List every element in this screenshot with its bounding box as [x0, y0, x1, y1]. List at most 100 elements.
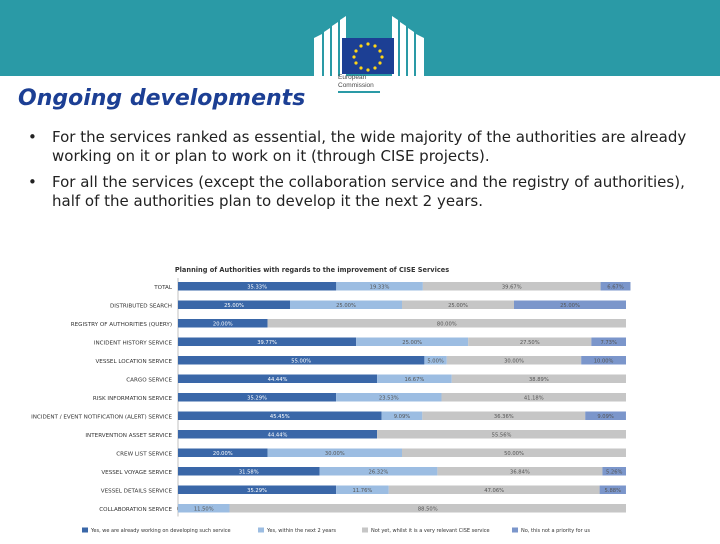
data-label: 36.36%: [494, 414, 514, 420]
data-label: 38.89%: [529, 377, 549, 383]
bar-segment: [356, 337, 469, 346]
bar-segment: [178, 504, 230, 513]
data-label: 25.00%: [224, 303, 244, 309]
category-label: DISTRIBUTED SEARCH: [110, 304, 172, 310]
data-label: 25.00%: [336, 303, 356, 309]
category-label: COLLABORATION SERVICE: [99, 507, 172, 513]
bar-segment: [178, 393, 337, 402]
bullet-text: For all the services (except the collabo…: [52, 173, 685, 210]
bullet-list: • For the services ranked as essential, …: [28, 128, 708, 218]
data-label: 5.26%: [606, 470, 623, 476]
logo-line1: European: [338, 74, 367, 81]
data-label: 39.67%: [502, 285, 522, 291]
data-label: 11.76%: [353, 488, 373, 494]
bar-segment: [402, 300, 514, 309]
data-label: 36.84%: [510, 470, 530, 476]
data-label: 19.33%: [370, 285, 390, 291]
data-label: 55.00%: [291, 359, 311, 365]
bar-segment: [585, 411, 626, 420]
data-label: 20.00%: [213, 451, 233, 457]
data-label: 16.67%: [405, 377, 425, 383]
bar-segment: [336, 485, 389, 494]
data-label: 47.06%: [484, 488, 504, 494]
data-label: 10.00%: [594, 359, 614, 365]
bar-segment: [290, 300, 402, 309]
legend-swatch: [512, 527, 518, 533]
bar-segment: [468, 337, 592, 346]
data-label: 30.00%: [325, 451, 345, 457]
bar-segment: [446, 356, 582, 365]
bar-segment: [591, 337, 626, 346]
data-label: 50.00%: [504, 451, 524, 457]
legend-label: No, this not a priority for us: [521, 528, 590, 534]
bar-segment: [377, 430, 626, 439]
data-label: 35.33%: [247, 285, 267, 291]
category-label: RISK INFORMATION SERVICE: [93, 396, 173, 402]
bar-segment: [381, 411, 423, 420]
bullet-dot: •: [28, 173, 37, 191]
data-label: 30.00%: [504, 359, 524, 365]
stacked-bar-chart: Planning of Authorities with regards to …: [30, 260, 710, 540]
bar-segment: [178, 430, 378, 439]
category-label: INTERVENTION ASSET SERVICE: [85, 433, 172, 439]
category-label: TOTAL: [153, 285, 173, 291]
data-label: 31.58%: [239, 470, 259, 476]
category-label: VESSEL DETAILS SERVICE: [101, 489, 173, 495]
bullet-item: • For the services ranked as essential, …: [28, 128, 708, 166]
data-label: 27.50%: [520, 340, 540, 346]
bar-segment: [600, 282, 631, 291]
bar-segment: [178, 374, 378, 383]
data-label: 23.53%: [379, 396, 399, 402]
bar-segment: [581, 356, 626, 365]
bar-segment: [267, 319, 626, 328]
commission-building-icon: [314, 16, 424, 76]
category-label: REGISTRY OF AUTHORITIES (QUERY): [71, 322, 172, 328]
bar-segment: [229, 504, 626, 513]
legend-label: Yes, within the next 2 years: [266, 528, 336, 534]
bar-segment: [319, 467, 438, 476]
bar-segment: [178, 448, 268, 457]
category-label: INCIDENT HISTORY SERVICE: [94, 341, 173, 347]
data-label: 45.45%: [270, 414, 290, 420]
data-label: 5.88%: [605, 488, 622, 494]
bar-segment: [178, 467, 320, 476]
data-label: 26.32%: [369, 470, 389, 476]
european-commission-logo: [306, 14, 430, 76]
bar-segment: [402, 448, 626, 457]
chart-svg: Planning of Authorities with regards to …: [31, 266, 631, 534]
bar-segment: [178, 485, 337, 494]
bar-segment: [336, 393, 442, 402]
chart-title: Planning of Authorities with regards to …: [175, 266, 449, 274]
legend-label: Not yet, whilst it is a very relevant CI…: [371, 528, 490, 534]
data-label: 6.67%: [607, 285, 624, 291]
data-label: 44.44%: [268, 377, 288, 383]
bar-segment: [422, 411, 586, 420]
bullet-dot: •: [28, 128, 37, 146]
data-label: 80.00%: [437, 322, 457, 328]
bar-segment: [178, 282, 337, 291]
data-label: 9.09%: [597, 414, 614, 420]
category-label: CREW LIST SERVICE: [116, 452, 172, 458]
logo-line2: Commission: [338, 82, 374, 89]
bullet-text: For the services ranked as essential, th…: [52, 128, 687, 165]
bar-segment: [267, 448, 402, 457]
bar-segment: [178, 356, 425, 365]
data-label: 55.56%: [492, 433, 512, 439]
data-label: 11.50%: [194, 507, 214, 513]
data-label: 88.50%: [418, 507, 438, 513]
data-label: 9.09%: [394, 414, 411, 420]
data-label: 25.00%: [402, 340, 422, 346]
category-label: VESSEL VOYAGE SERVICE: [101, 470, 172, 476]
bar-segment: [599, 485, 626, 494]
legend-label: Yes, we are already working on developin…: [90, 528, 231, 534]
legend-swatch: [258, 527, 264, 533]
slide-title: Ongoing developments: [18, 86, 306, 111]
data-label: 7.73%: [600, 340, 617, 346]
logo-caption: European Commission: [338, 74, 398, 90]
data-label: 41.18%: [524, 396, 544, 402]
bar-segment: [602, 467, 626, 476]
bar-segment: [437, 467, 603, 476]
data-label: 5.00%: [427, 359, 444, 365]
bar-segment: [424, 356, 447, 365]
bar-segment: [377, 374, 452, 383]
